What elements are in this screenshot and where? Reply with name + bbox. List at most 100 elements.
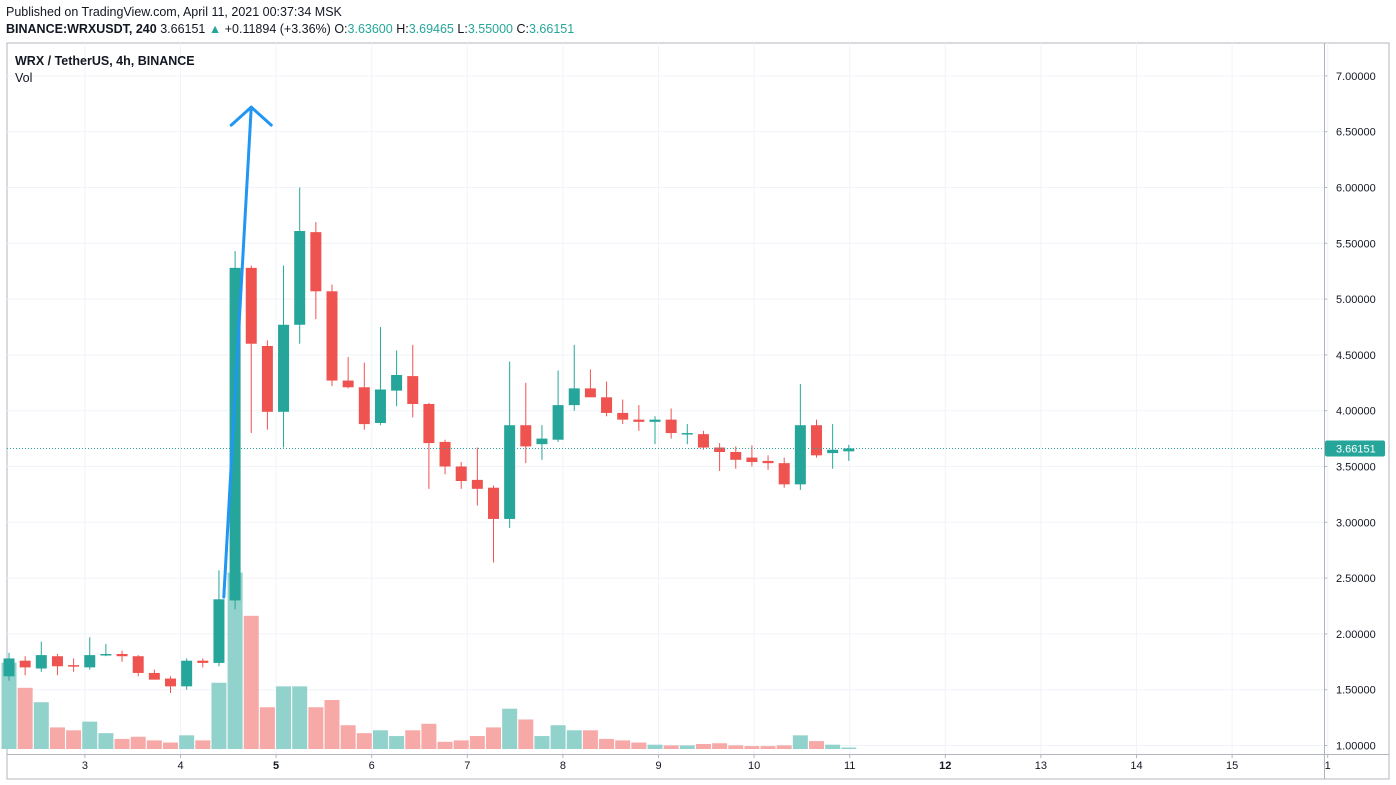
candle-up	[213, 570, 225, 667]
candle-down	[714, 443, 726, 471]
x-tick-label: 1	[1325, 760, 1331, 772]
volume-bar	[340, 725, 356, 749]
y-tick-label: 2.50000	[1336, 573, 1376, 585]
candle-up	[504, 361, 516, 528]
candle-down	[116, 650, 128, 662]
candle-body	[310, 232, 322, 292]
candle-down	[165, 676, 176, 694]
candle-down	[148, 669, 160, 680]
x-tick-label: 8	[560, 760, 566, 772]
volume-bar	[146, 740, 162, 749]
candle-body	[552, 405, 564, 440]
y-tick-label: 3.00000	[1336, 517, 1376, 529]
volume-bar	[130, 736, 146, 749]
candle-up	[181, 658, 193, 690]
candle-down	[132, 655, 144, 677]
candle-body	[536, 438, 548, 445]
volume-legend[interactable]: Vol	[15, 71, 33, 85]
candle-body	[794, 425, 806, 485]
candle-body	[730, 451, 742, 460]
arrow-shaft	[222, 105, 253, 599]
volume-bar	[405, 730, 421, 749]
x-tick-label: 3	[82, 760, 88, 772]
candle-body	[391, 374, 403, 391]
candle-body	[681, 433, 693, 435]
candle-up	[391, 350, 403, 407]
x-tick-label: 12	[939, 760, 951, 772]
volume-bar	[615, 740, 631, 749]
up-arrow-drawing	[222, 105, 273, 599]
chart-legend: WRX / TetherUS, 4h, BINANCE Vol	[15, 54, 195, 85]
volume-bar	[66, 730, 82, 749]
candle-down	[762, 455, 774, 470]
volume-bar	[502, 708, 518, 749]
volume-bar	[114, 738, 130, 749]
volume-bar	[631, 742, 647, 749]
volume-series	[1, 572, 857, 749]
volume-bar	[33, 702, 49, 749]
candle-body	[100, 653, 112, 656]
candle-up	[827, 424, 839, 469]
candle-down	[811, 419, 822, 458]
candle-up	[568, 344, 580, 411]
candle-body	[245, 267, 257, 344]
candle-down	[68, 658, 80, 672]
volume-bar	[566, 730, 582, 749]
candle-up	[649, 416, 661, 445]
x-tick-label: 4	[177, 760, 183, 772]
y-tick-label: 3.50000	[1336, 462, 1376, 474]
candle-body	[19, 660, 31, 668]
x-tick-label: 15	[1226, 760, 1238, 772]
x-tick-label: 13	[1035, 760, 1047, 772]
volume-bar	[728, 745, 744, 749]
close-value: 3.66151	[528, 22, 575, 36]
volume-bar	[356, 733, 372, 749]
x-tick-label: 14	[1130, 760, 1142, 772]
x-tick-label: 7	[464, 760, 470, 772]
change-up-arrow-icon: ▲	[208, 22, 222, 36]
y-tick-label: 1.50000	[1336, 685, 1376, 697]
volume-bar	[372, 730, 388, 749]
candle-down	[310, 222, 322, 320]
high-label: H:	[396, 22, 409, 36]
candle-down	[584, 369, 596, 398]
candle-down	[197, 658, 209, 668]
volume-bar	[679, 745, 695, 749]
volume-bar	[163, 742, 178, 749]
volume-bar	[259, 707, 275, 749]
candle-up	[294, 187, 306, 344]
candle-body	[439, 441, 451, 467]
volume-bar	[647, 744, 663, 749]
last-price-badge	[1325, 440, 1385, 457]
volume-bar	[841, 747, 857, 749]
volume-bar	[469, 736, 485, 749]
candle-body	[132, 656, 144, 673]
volume-bar	[809, 741, 824, 749]
candle-up	[794, 383, 806, 490]
series-title[interactable]: WRX / TetherUS, 4h, BINANCE	[15, 54, 195, 68]
volume-bar	[663, 745, 679, 749]
candle-body	[811, 425, 822, 456]
volume-bar	[421, 723, 437, 749]
volume-bar	[518, 719, 534, 749]
volume-bar	[276, 686, 292, 749]
open-value: 3.63600	[347, 22, 393, 36]
ohlc-header: BINANCE:WRXUSDT, 240 3.66151 ▲ +0.11894 …	[6, 22, 574, 36]
candle-body	[165, 678, 176, 687]
candle-body	[455, 466, 467, 482]
candle-body	[342, 380, 354, 388]
volume-bar	[49, 727, 65, 749]
candle-down	[358, 362, 370, 430]
candle-down	[261, 340, 273, 430]
candle-body	[423, 404, 435, 444]
candle-body	[116, 653, 128, 657]
volume-bar	[389, 736, 405, 749]
candle-body	[488, 487, 499, 519]
candle-down	[423, 402, 435, 489]
volume-bar	[82, 721, 98, 749]
low-value: 3.55000	[467, 22, 513, 36]
candle-down	[778, 457, 790, 488]
candle-body	[504, 425, 516, 519]
candle-body	[294, 231, 306, 325]
